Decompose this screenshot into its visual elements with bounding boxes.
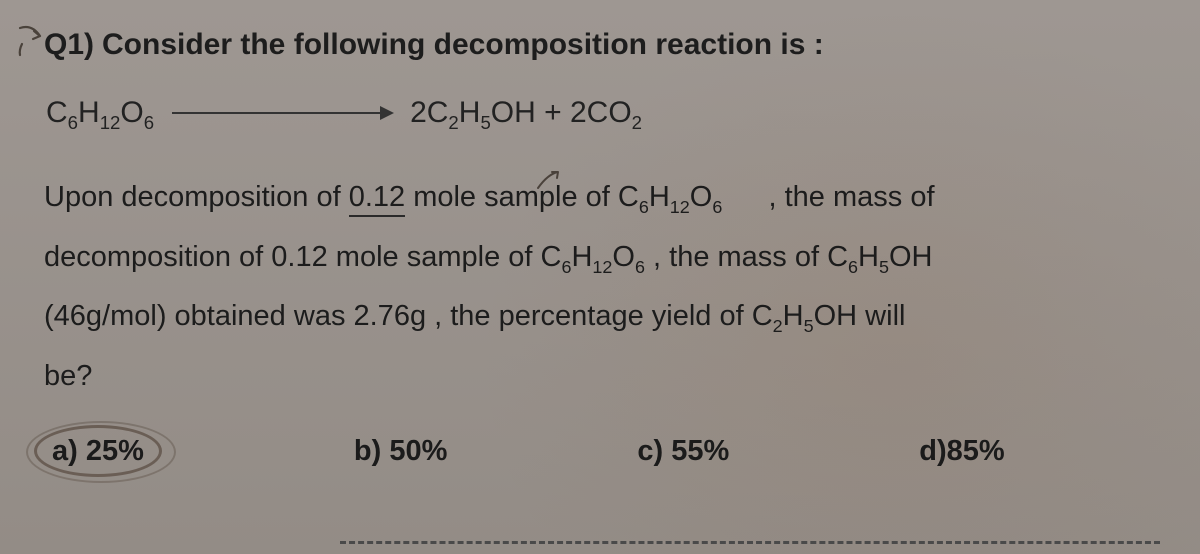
- formula-sub: 6: [635, 257, 645, 277]
- question-prompt: Consider the following decomposition rea…: [102, 28, 824, 62]
- reaction-arrow-icon: [172, 112, 392, 115]
- coeff: 2: [570, 96, 587, 129]
- products: 2C2H5OH + 2CO2: [410, 96, 642, 130]
- question-number: Q1): [44, 28, 94, 62]
- option-label: a) 25%: [52, 435, 144, 467]
- formula-sub: 2: [632, 112, 642, 133]
- formula-sub: 12: [592, 257, 612, 277]
- reactant-formula: C6H12O6: [46, 96, 154, 130]
- body-text: , the mass of C: [645, 241, 848, 273]
- dashed-underline: [340, 541, 1160, 544]
- formula-part: C: [427, 96, 449, 129]
- body-text: mole sample of C: [405, 181, 639, 213]
- option-b[interactable]: b) 50%: [354, 435, 447, 468]
- formula-sub: 6: [848, 257, 858, 277]
- answer-options: a) 25% b) 50% c) 55% d)85%: [44, 435, 1170, 468]
- body-text: , the mass of: [768, 181, 934, 213]
- formula-part: OH: [491, 96, 536, 129]
- formula-sub: 6: [68, 112, 78, 133]
- option-d[interactable]: d)85%: [919, 435, 1004, 468]
- formula-part: H: [459, 96, 481, 129]
- underlined-value: 0.12: [349, 181, 405, 213]
- body-text: O: [612, 241, 635, 273]
- formula-sub: 6: [144, 112, 154, 133]
- option-label: b) 50%: [354, 435, 447, 467]
- body-text: (46g/mol) obtained was 2.76g , the perce…: [44, 300, 773, 332]
- option-a[interactable]: a) 25%: [52, 435, 144, 468]
- body-text: H: [783, 300, 804, 332]
- formula-sub: 2: [773, 316, 783, 336]
- body-text: Upon decomposition of: [44, 181, 349, 213]
- formula-sub: 12: [100, 112, 121, 133]
- body-text: H: [649, 181, 670, 213]
- formula-sub: 2: [448, 112, 458, 133]
- formula-sub: 5: [480, 112, 490, 133]
- hand-arrow-icon: [14, 22, 48, 58]
- question-header: Q1) Consider the following decomposition…: [44, 28, 1170, 62]
- formula-sub: 5: [804, 316, 814, 336]
- body-text: H: [858, 241, 879, 273]
- question-body: Upon decomposition of 0.12 mole sample o…: [44, 168, 1170, 407]
- formula-part: C: [46, 96, 68, 129]
- formula-sub: 5: [879, 257, 889, 277]
- formula-sub: 6: [639, 197, 649, 217]
- formula-part: CO: [587, 96, 632, 129]
- body-text: OH: [889, 241, 933, 273]
- body-text: H: [571, 241, 592, 273]
- body-text: be?: [44, 360, 92, 392]
- body-text: OH will: [814, 300, 906, 332]
- formula-part: O: [120, 96, 143, 129]
- chemical-equation: C6H12O6 2C2H5OH + 2CO2: [46, 96, 1170, 130]
- formula-sub: 6: [712, 197, 722, 217]
- formula-part: H: [78, 96, 100, 129]
- formula-sub: 12: [670, 197, 690, 217]
- question-block: Q1) Consider the following decomposition…: [44, 28, 1170, 468]
- plus-sign: +: [536, 96, 570, 129]
- coeff: 2: [410, 96, 427, 129]
- option-c[interactable]: c) 55%: [637, 435, 729, 468]
- option-label: d)85%: [919, 435, 1004, 467]
- option-label: c) 55%: [637, 435, 729, 467]
- formula-sub: 6: [561, 257, 571, 277]
- body-text: O: [690, 181, 713, 213]
- body-text: decomposition of 0.12 mole sample of C: [44, 241, 561, 273]
